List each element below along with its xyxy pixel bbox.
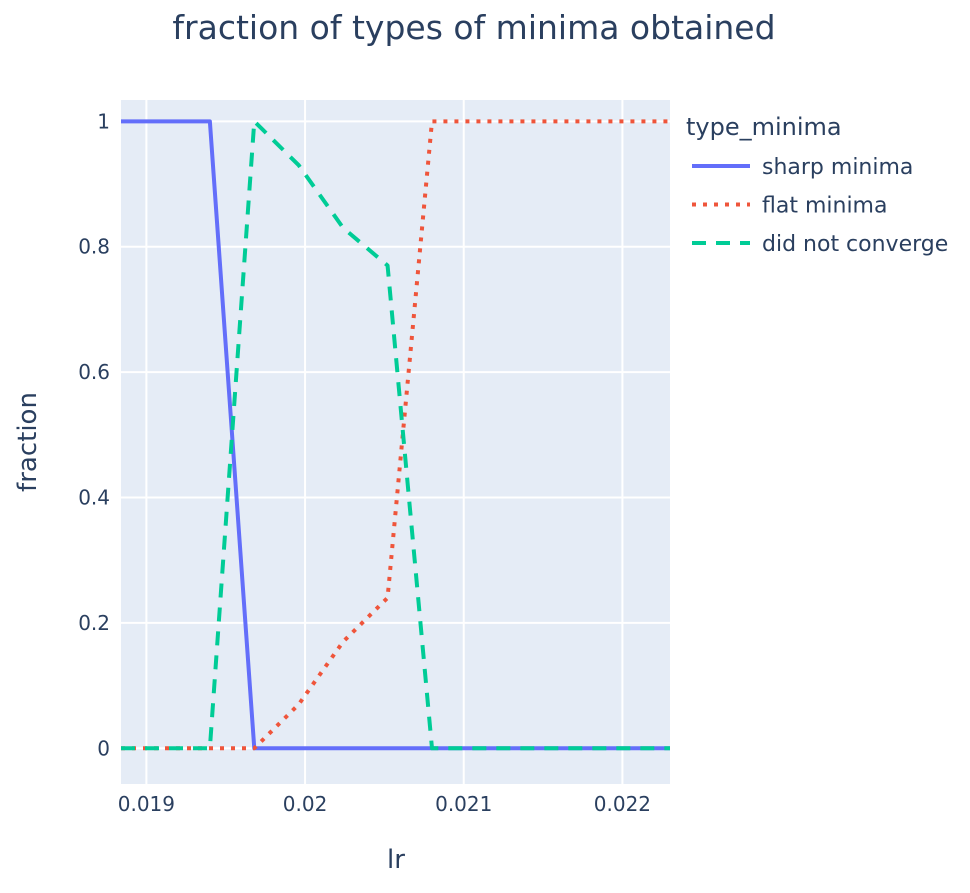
series-line-did-not-converge <box>121 119 670 751</box>
plot-area <box>121 100 670 784</box>
legend-label: sharp minima <box>762 155 913 180</box>
legend-title: type_minima <box>686 113 842 141</box>
x-tick-label: 0.021 <box>435 792 492 816</box>
y-tick-label: 1 <box>97 109 110 133</box>
x-tick-label: 0.02 <box>283 792 328 816</box>
chart-title: fraction of types of minima obtained <box>172 8 775 47</box>
y-tick-label: 0.4 <box>78 485 110 509</box>
x-tick-label: 0.019 <box>118 792 175 816</box>
legend-label: did not converge <box>762 232 948 257</box>
y-tick-label: 0.8 <box>78 235 110 259</box>
tick-labels: 0.019 0.02 0.021 0.022 0 0.2 0.4 0.6 0.8 1 <box>78 109 651 816</box>
x-axis-title: lr <box>387 845 405 875</box>
y-tick-label: 0 <box>97 736 110 760</box>
y-tick-label: 0.2 <box>78 611 110 635</box>
legend-label: flat minima <box>762 194 887 219</box>
series-lines <box>121 119 670 751</box>
legend: type_minima sharp minima flat minima did n… <box>686 113 948 257</box>
x-tick-label: 0.022 <box>594 792 651 816</box>
y-tick-label: 0.6 <box>78 360 110 384</box>
y-axis-title: fraction <box>13 392 43 492</box>
series-line-flat-minima <box>121 119 670 751</box>
